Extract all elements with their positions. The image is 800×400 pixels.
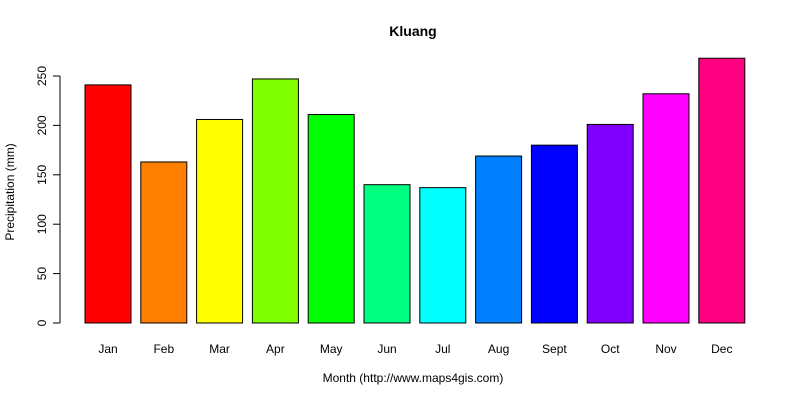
x-tick-label: Jan [98, 342, 117, 356]
y-tick-label: 100 [35, 214, 49, 234]
x-tick-label: Feb [153, 342, 174, 356]
x-tick-labels: Jan Feb Mar Apr May Jun Jul Aug Sept Oct Nov Dec [98, 342, 732, 356]
y-tick-label: 200 [35, 115, 49, 135]
bar-sept [530, 144, 578, 324]
y-tick-label: 250 [35, 66, 49, 86]
x-tick-label: Mar [209, 342, 230, 356]
x-tick-label: May [320, 342, 343, 356]
y-tick-label: 50 [35, 267, 49, 281]
bar-dec [698, 57, 746, 324]
x-axis-label: Month (http://www.maps4gis.com) [323, 371, 504, 385]
x-tick-label: Jul [435, 342, 450, 356]
bar-jan [84, 84, 132, 324]
bar-jul [419, 187, 467, 324]
y-tick-label: 0 [35, 319, 49, 326]
y-tick-label: 150 [35, 164, 49, 184]
bar-may [307, 114, 355, 324]
y-axis-label: Precipitation (mm) [3, 143, 17, 240]
x-tick-label: Sept [542, 342, 567, 356]
bar-feb [140, 161, 188, 324]
bar-nov [642, 93, 690, 324]
chart-title: Kluang [389, 23, 436, 39]
x-tick-label: Aug [488, 342, 509, 356]
bar-apr [251, 78, 299, 324]
bar-mar [196, 118, 244, 324]
x-tick-label: Oct [601, 342, 620, 356]
y-axis: 0 50 100 150 200 250 [35, 66, 61, 326]
bar-aug [475, 155, 523, 324]
x-tick-label: Nov [655, 342, 676, 356]
bars [84, 57, 746, 324]
x-tick-label: Jun [377, 342, 396, 356]
bar-oct [586, 123, 634, 324]
bar-jun [363, 184, 411, 324]
x-tick-label: Apr [266, 342, 285, 356]
x-tick-label: Dec [711, 342, 732, 356]
